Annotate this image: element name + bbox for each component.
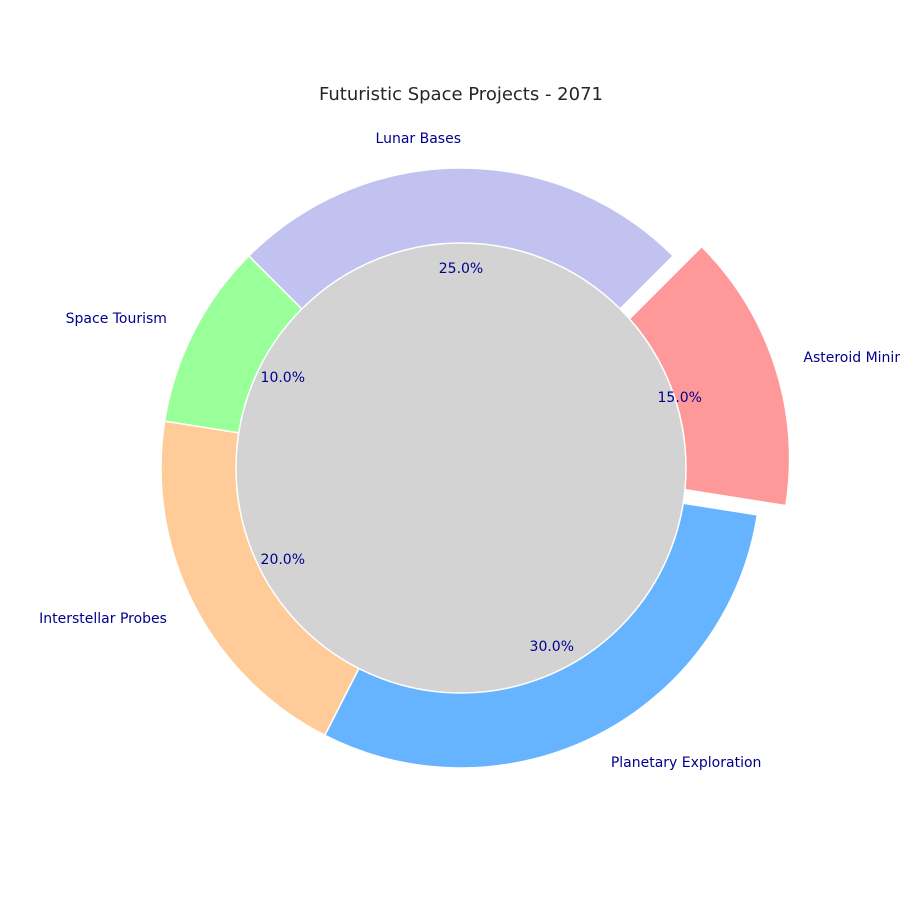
percent-label-space-tourism: 10.0% — [261, 370, 305, 386]
percent-label-planetary-exploration: 30.0% — [530, 639, 574, 655]
percent-label-asteroid-mining: 15.0% — [658, 390, 702, 406]
category-labels: Asteroid Mining Planetary Exploration Inte… — [39, 131, 900, 771]
chart-title: Futuristic Space Projects - 2071 — [319, 84, 603, 105]
percent-label-interstellar-probes: 20.0% — [261, 552, 305, 568]
category-label-asteroid-mining: Asteroid Mining — [803, 350, 900, 366]
category-label-interstellar-probes: Interstellar Probes — [39, 611, 167, 627]
percent-labels: 15.0% 30.0% 20.0% 10.0% 25.0% — [261, 261, 702, 655]
percent-label-lunar-bases: 25.0% — [439, 261, 483, 277]
category-label-space-tourism: Space Tourism — [66, 311, 167, 327]
donut-center — [235, 242, 687, 694]
category-label-lunar-bases: Lunar Bases — [376, 131, 461, 147]
category-label-planetary-exploration: Planetary Exploration — [611, 755, 762, 771]
